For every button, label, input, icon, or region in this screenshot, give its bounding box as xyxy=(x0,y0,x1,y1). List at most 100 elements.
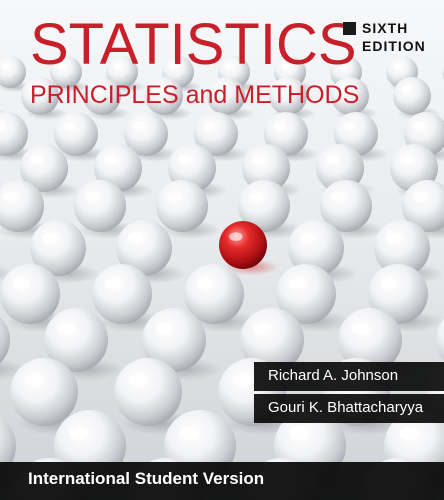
white-sphere xyxy=(264,112,308,156)
white-sphere xyxy=(20,144,68,192)
sphere-highlight xyxy=(288,278,306,289)
sphere-highlight xyxy=(155,323,174,335)
sphere-highlight xyxy=(2,192,18,202)
sphere-highlight xyxy=(400,155,414,164)
sphere-highlight xyxy=(12,278,30,289)
sphere-highlight xyxy=(0,63,10,70)
sphere-highlight xyxy=(84,192,100,202)
sphere-highlight xyxy=(166,192,182,202)
sphere-highlight xyxy=(380,278,398,289)
white-sphere xyxy=(242,144,290,192)
sphere-highlight xyxy=(289,426,310,440)
sphere-highlight xyxy=(351,323,370,335)
white-sphere xyxy=(54,112,98,156)
white-sphere xyxy=(316,144,364,192)
white-sphere xyxy=(0,112,28,156)
edition-label-line2: EDITION xyxy=(362,38,426,54)
sphere-highlight xyxy=(24,373,44,387)
book-subtitle: PRINCIPLES and METHODS xyxy=(30,81,360,109)
white-sphere xyxy=(393,77,431,115)
white-sphere xyxy=(142,308,206,372)
sphere-highlight xyxy=(280,63,290,70)
white-sphere xyxy=(288,220,344,276)
sphere-highlight xyxy=(400,85,412,93)
sphere-highlight xyxy=(412,192,428,202)
white-sphere xyxy=(240,308,304,372)
white-sphere xyxy=(94,144,142,192)
white-sphere xyxy=(276,264,336,324)
version-bar: International Student Version xyxy=(0,462,444,500)
white-sphere xyxy=(331,77,369,115)
sphere-highlight xyxy=(203,122,216,131)
white-sphere xyxy=(184,264,244,324)
sphere-highlight xyxy=(232,373,252,387)
sphere-highlight xyxy=(168,63,178,70)
white-sphere xyxy=(402,180,444,232)
edition-label-line1: SIXTH xyxy=(362,20,409,36)
sphere-highlight xyxy=(179,426,200,440)
sphere-highlight xyxy=(41,233,58,244)
author-name-1: Richard A. Johnson xyxy=(268,367,399,384)
sphere-highlight xyxy=(399,426,420,440)
white-sphere xyxy=(194,112,238,156)
sphere-highlight xyxy=(56,63,66,70)
sphere-highlight xyxy=(104,155,118,164)
sphere-highlight xyxy=(276,85,288,93)
white-sphere xyxy=(0,316,10,364)
sphere-highlight xyxy=(57,323,76,335)
sphere-highlight xyxy=(196,278,214,289)
sphere-highlight xyxy=(413,122,426,131)
sphere-highlight xyxy=(252,155,266,164)
author-label-2: Gouri K. Bhattacharyya xyxy=(254,394,444,423)
edition-marker-square xyxy=(343,22,356,35)
white-sphere xyxy=(145,77,183,115)
sphere-highlight xyxy=(273,122,286,131)
version-label: International Student Version xyxy=(28,469,265,488)
white-sphere xyxy=(92,264,152,324)
author-name-2: Gouri K. Bhattacharyya xyxy=(268,399,424,416)
white-sphere xyxy=(338,308,402,372)
white-sphere xyxy=(74,180,126,232)
sphere-highlight xyxy=(343,122,356,131)
sphere-highlight xyxy=(248,192,264,202)
sphere-highlight xyxy=(299,233,316,244)
white-sphere xyxy=(320,180,372,232)
sphere-highlight xyxy=(214,85,226,93)
sphere-highlight xyxy=(69,426,90,440)
white-sphere xyxy=(269,77,307,115)
white-sphere xyxy=(44,308,108,372)
white-sphere xyxy=(106,56,138,88)
book-title: STATISTICS xyxy=(30,12,357,77)
white-sphere xyxy=(390,144,438,192)
white-sphere xyxy=(30,220,86,276)
white-sphere xyxy=(0,416,16,476)
white-sphere xyxy=(114,358,182,426)
sphere-highlight xyxy=(133,122,146,131)
white-sphere xyxy=(156,180,208,232)
white-sphere xyxy=(83,77,121,115)
sphere-highlight xyxy=(90,85,102,93)
white-sphere xyxy=(0,264,60,324)
sphere-highlight xyxy=(112,63,122,70)
white-sphere xyxy=(124,112,168,156)
red-sphere xyxy=(219,221,267,269)
sphere-highlight xyxy=(224,63,234,70)
sphere-highlight xyxy=(229,232,243,241)
white-sphere xyxy=(10,358,78,426)
sphere-highlight xyxy=(104,278,122,289)
white-sphere xyxy=(50,56,82,88)
sphere-highlight xyxy=(178,155,192,164)
sphere-highlight xyxy=(392,63,402,70)
sphere-highlight xyxy=(128,373,148,387)
sphere-highlight xyxy=(336,63,346,70)
sphere-highlight xyxy=(253,323,272,335)
sphere-highlight xyxy=(152,85,164,93)
white-sphere xyxy=(368,264,428,324)
sphere-highlight xyxy=(127,233,144,244)
white-sphere xyxy=(168,144,216,192)
sphere-highlight xyxy=(28,85,40,93)
sphere-highlight xyxy=(330,192,346,202)
white-sphere xyxy=(374,220,430,276)
